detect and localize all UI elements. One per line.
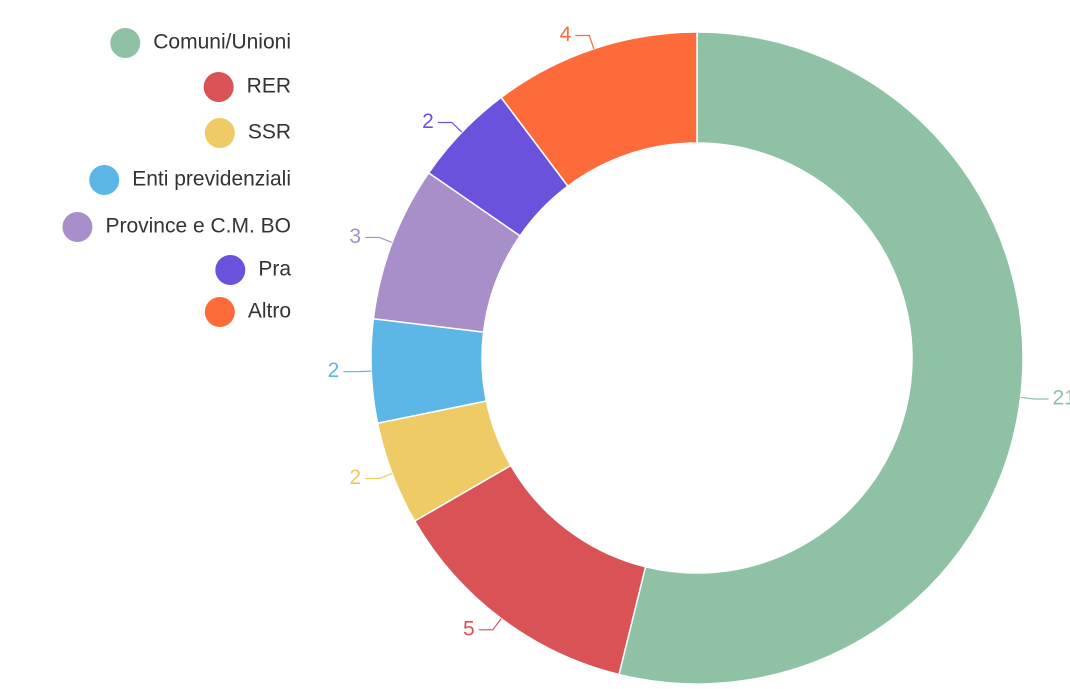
data-label: 5 [463, 617, 475, 640]
legend-label: Province e C.M. BO [105, 215, 291, 238]
leader-line [343, 370, 372, 373]
legend-label: SSR [248, 121, 291, 144]
data-label: 3 [349, 225, 361, 248]
data-label: 4 [560, 23, 572, 46]
legend-swatch [62, 212, 93, 242]
legend-swatch [215, 255, 246, 285]
legend-label: Pra [258, 258, 291, 281]
legend-label: RER [247, 75, 291, 98]
slice [500, 31, 698, 188]
legend-label: Enti previdenziali [132, 168, 291, 191]
leader-line [1020, 396, 1049, 400]
data-label: 2 [328, 359, 340, 382]
legend-swatch [203, 72, 234, 102]
data-label: 2 [422, 110, 434, 133]
leader-line [437, 121, 463, 133]
legend-label: Comuni/Unioni [153, 31, 291, 54]
legend-swatch [110, 28, 141, 58]
leader-line [365, 473, 393, 480]
slice [618, 31, 1024, 685]
data-label: 2 [349, 466, 361, 489]
legend-swatch [204, 297, 235, 327]
leader-line [575, 34, 595, 49]
legend-swatch [204, 118, 235, 148]
leader-line [365, 236, 393, 243]
leader-line [478, 618, 502, 631]
legend-swatch [89, 165, 120, 195]
data-label: 21 [1053, 387, 1070, 410]
legend-label: Altro [248, 300, 291, 323]
